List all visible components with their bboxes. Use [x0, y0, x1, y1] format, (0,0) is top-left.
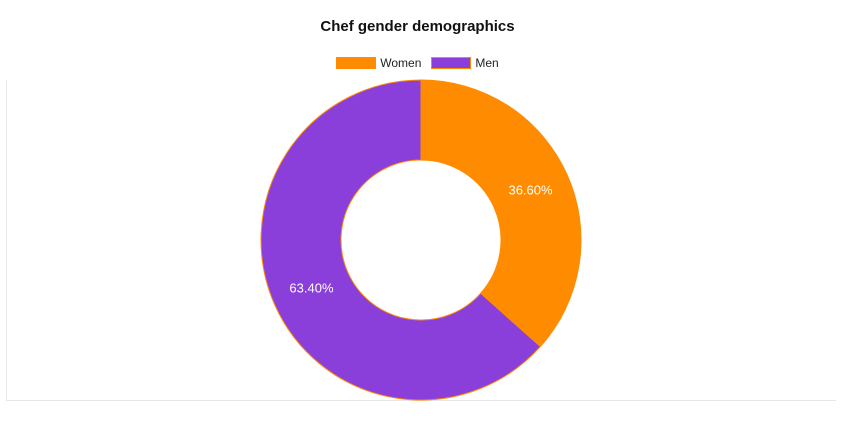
legend-swatch-men	[431, 57, 472, 69]
legend-label-women: Women	[380, 56, 422, 70]
chart-title: Chef gender demographics	[320, 18, 515, 35]
legend-swatch-women	[336, 57, 377, 69]
slice-women[interactable]	[420, 79, 582, 348]
legend-item-women[interactable]: Women	[336, 56, 421, 70]
slice-label-women: 36.60%	[508, 182, 553, 197]
chart-legend: Women Men	[0, 56, 835, 70]
legend-label-men: Men	[475, 56, 499, 70]
legend-item-men[interactable]: Men	[431, 56, 499, 70]
slice-label-men: 63.40%	[289, 280, 334, 295]
slice-men[interactable]	[260, 79, 542, 401]
